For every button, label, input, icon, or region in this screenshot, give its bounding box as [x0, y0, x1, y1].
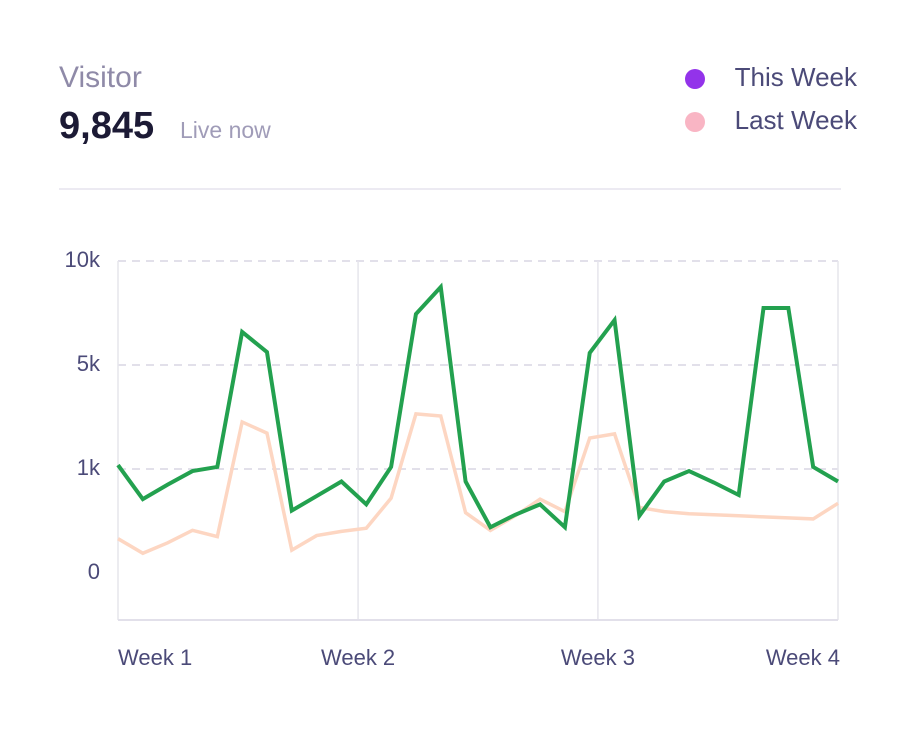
x-tick-label: Week 2	[321, 645, 395, 670]
y-tick-label: 0	[88, 559, 100, 584]
card-title: Visitor	[59, 61, 142, 94]
legend-label: This Week	[735, 62, 858, 92]
line-series	[116, 282, 840, 532]
visitor-total: 9,845	[59, 105, 154, 147]
legend-label: Last Week	[735, 105, 858, 135]
x-tick-label: Week 1	[118, 645, 192, 670]
x-tick-label: Week 3	[561, 645, 635, 670]
y-tick-label: 1k	[77, 455, 101, 480]
line-series	[117, 412, 839, 556]
legend-marker	[685, 69, 705, 89]
live-status: Live now	[180, 117, 271, 143]
x-tick-label: Week 4	[766, 645, 840, 670]
legend-marker	[685, 112, 705, 132]
y-tick-label: 10k	[65, 247, 101, 272]
y-tick-label: 5k	[77, 351, 101, 376]
